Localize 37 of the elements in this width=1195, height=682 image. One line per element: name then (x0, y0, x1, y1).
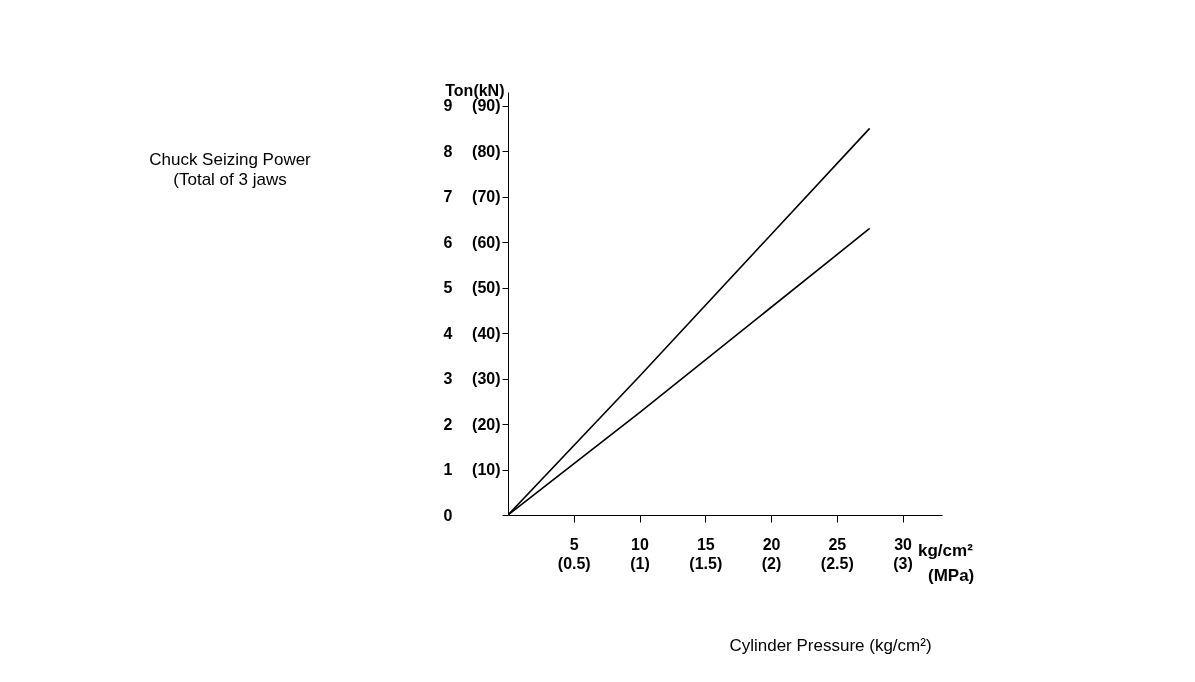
y2-tick-label: (20) (472, 415, 501, 433)
y-tick-label: 0 (443, 506, 453, 524)
y-tick-label: 2 (443, 415, 453, 433)
y-tick-label: 7 (443, 188, 453, 206)
x-tick-label: 15 (696, 535, 715, 553)
y-tick-label: 9 (443, 97, 453, 115)
x-tick-label: 10 (631, 535, 650, 553)
y-tick-label: 8 (443, 142, 453, 160)
y2-tick-label: (50) (472, 279, 501, 297)
y-tick-label: 3 (443, 370, 453, 388)
y-tick-label: 1 (443, 461, 453, 479)
y-tick-label: 6 (443, 233, 453, 251)
y2-tick-label: (40) (472, 324, 501, 342)
x2-tick-label: (2.5) (820, 554, 854, 572)
x2-tick-label: (0.5) (557, 554, 591, 572)
y-tick-label: 4 (443, 324, 453, 342)
x2-tick-label: (1.5) (689, 554, 723, 572)
x-tick-label: 5 (569, 535, 579, 553)
x-axis-title: Cylinder Pressure (kg/cm²) (729, 635, 932, 655)
y2-tick-label: (30) (472, 370, 501, 388)
y2-axis-title: (kN) (473, 81, 505, 99)
y-tick-label: 5 (443, 279, 453, 297)
y2-tick-label: (90) (472, 97, 501, 115)
y2-tick-label: (10) (472, 461, 501, 479)
text: (MPa) (928, 566, 975, 586)
x-tick-label: 20 (762, 535, 781, 553)
x2-tick-label: (2) (761, 554, 782, 572)
y2-tick-label: (60) (472, 233, 501, 251)
x2-tick-label: (1) (630, 554, 650, 572)
x-tick-label: 30 (894, 535, 913, 553)
text: Chuck Seizing Power (Total of 3 jaws (148, 150, 312, 190)
x-tick-label: 25 (828, 535, 847, 553)
y2-tick-label: (70) (472, 188, 501, 206)
y2-tick-label: (80) (472, 142, 501, 160)
x2-tick-label: (3) (893, 554, 913, 572)
text: kg/cm² (918, 541, 973, 561)
y-axis-title: Ton (445, 81, 474, 99)
